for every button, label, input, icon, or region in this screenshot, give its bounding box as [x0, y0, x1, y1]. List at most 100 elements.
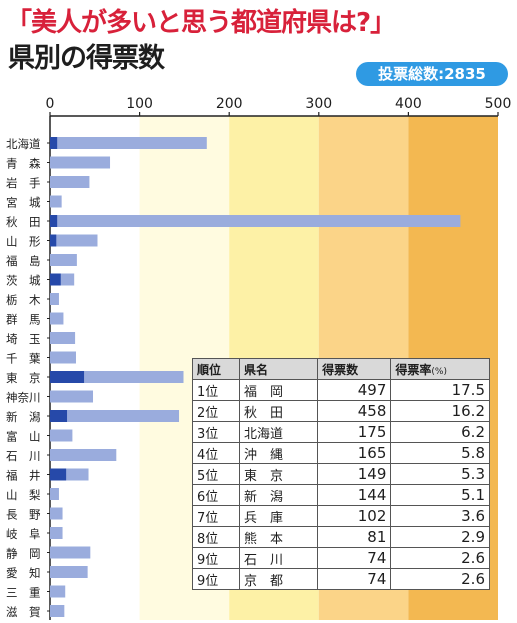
- header-votes: 得票数: [317, 358, 392, 380]
- bar-highlight: [50, 371, 85, 383]
- category-label: 岩 手: [6, 176, 41, 190]
- cell-rank: 9位: [192, 568, 240, 590]
- cell-rank: 5位: [192, 463, 240, 485]
- category-label: 新 潟: [6, 410, 41, 424]
- bar: [50, 566, 88, 578]
- cell-prefecture: 新 潟: [238, 484, 319, 506]
- bar: [50, 234, 98, 247]
- cell-prefecture: 熊 本: [238, 526, 319, 548]
- chart-subtitle: 県別の得票数: [8, 43, 165, 74]
- bars: [50, 137, 461, 617]
- header-rate: 得票率(%): [390, 358, 490, 380]
- cell-rank: 1位: [192, 379, 240, 401]
- category-label: 静 岡: [6, 547, 41, 561]
- bar: [50, 215, 461, 227]
- category-label: 千 葉: [6, 352, 41, 366]
- category-label: 長 野: [6, 508, 41, 522]
- cell-votes: 144: [317, 484, 392, 506]
- bar: [50, 390, 94, 403]
- x-tick-label: 300: [305, 96, 332, 112]
- bar: [50, 410, 180, 422]
- cell-rank: 8位: [192, 526, 240, 548]
- cell-prefecture: 石 川: [238, 547, 319, 569]
- bar: [50, 527, 63, 539]
- table-row: 1位福 岡 497 17.5: [192, 379, 490, 401]
- bar-highlight: [50, 273, 61, 286]
- x-tick-label: 500: [485, 96, 512, 112]
- table-row: 5位東 京 149 5.3: [192, 463, 490, 485]
- header-rate-label: 得票率: [395, 362, 432, 377]
- category-label: 秋 田: [6, 215, 41, 229]
- bar: [50, 293, 59, 305]
- table-header-row: 順位 県名 得票数 得票率(%): [192, 358, 490, 380]
- cell-rate: 2.6: [390, 568, 490, 590]
- category-label: 群 馬: [6, 313, 41, 327]
- bar: [50, 312, 64, 325]
- cell-votes: 74: [317, 547, 392, 569]
- bar: [50, 137, 207, 149]
- cell-rank: 6位: [192, 484, 240, 506]
- cell-prefecture: 兵 庫: [238, 505, 319, 527]
- cell-prefecture: 北海道: [238, 421, 319, 443]
- bar: [50, 585, 66, 598]
- bar: [50, 156, 111, 169]
- bar-highlight: [50, 410, 68, 422]
- cell-rank: 4位: [192, 442, 240, 464]
- category-label: 石 川: [6, 449, 41, 463]
- cell-votes: 149: [317, 463, 392, 485]
- cell-votes: 175: [317, 421, 392, 443]
- cell-rate: 5.1: [390, 484, 490, 506]
- table-row: 9位石 川 74 2.6: [192, 547, 490, 569]
- category-label: 山 形: [6, 235, 41, 249]
- header-rate-unit: (%): [431, 366, 447, 377]
- background-band-0: [50, 116, 140, 620]
- table-row: 3位 北海道 175 6.2: [192, 421, 490, 443]
- bar: [50, 195, 62, 208]
- table-row: 2位秋 田 458 16.2: [192, 400, 490, 422]
- cell-rank: 9位: [192, 547, 240, 569]
- x-tick-label: 100: [126, 96, 153, 112]
- cell-votes: 102: [317, 505, 392, 527]
- cell-rate: 2.9: [390, 526, 490, 548]
- category-label: 愛 知: [6, 566, 41, 580]
- category-label: 富 山: [6, 430, 41, 444]
- bar: [50, 254, 77, 266]
- bar: [50, 332, 76, 344]
- category-label: 福 井: [6, 469, 41, 483]
- bar-highlight: [50, 468, 67, 481]
- header-prefecture: 県名: [238, 358, 319, 380]
- category-label: 宮 城: [6, 196, 41, 210]
- table-row: 6位新 潟 144 5.1: [192, 484, 490, 506]
- cell-prefecture: 秋 田: [238, 400, 319, 422]
- bar: [50, 449, 117, 461]
- cell-rate: 16.2: [390, 400, 490, 422]
- cell-rate: 3.6: [390, 505, 490, 527]
- bar: [50, 429, 73, 442]
- cell-rate: 5.3: [390, 463, 490, 485]
- cell-rate: 5.8: [390, 442, 490, 464]
- bar: [50, 351, 76, 364]
- cell-votes: 81: [317, 526, 392, 548]
- category-label: 岐 阜: [6, 527, 41, 541]
- cell-votes: 74: [317, 568, 392, 590]
- category-label: 三 重: [6, 586, 41, 600]
- cell-rate: 2.6: [390, 547, 490, 569]
- cell-prefecture: 福 岡: [238, 379, 319, 401]
- cell-prefecture: 京 都: [238, 568, 319, 590]
- ranking-table: 順位 県名 得票数 得票率(%) 1位福 岡 497 17.5 2位秋 田 458 16.…: [192, 358, 490, 590]
- category-label: 北海道: [6, 137, 41, 151]
- bar: [50, 176, 90, 188]
- cell-rate: 6.2: [390, 421, 490, 443]
- table-body: 1位福 岡 497 17.5 2位秋 田 458 16.2 3位 北海道 175 6.2 4位沖 縄…: [192, 379, 490, 590]
- category-label: 茨 城: [6, 274, 41, 288]
- table-row: 8位熊 本 81 2.9: [192, 526, 490, 548]
- category-label: 福 島: [6, 254, 41, 268]
- table-row: 7位兵 庫 102 3.6: [192, 505, 490, 527]
- category-label: 山 梨: [6, 488, 41, 502]
- bar: [50, 488, 59, 500]
- bar-highlight: [50, 137, 58, 149]
- cell-votes: 458: [317, 400, 392, 422]
- category-label: 栃 木: [6, 293, 41, 307]
- category-label: 滋 賀: [6, 605, 41, 619]
